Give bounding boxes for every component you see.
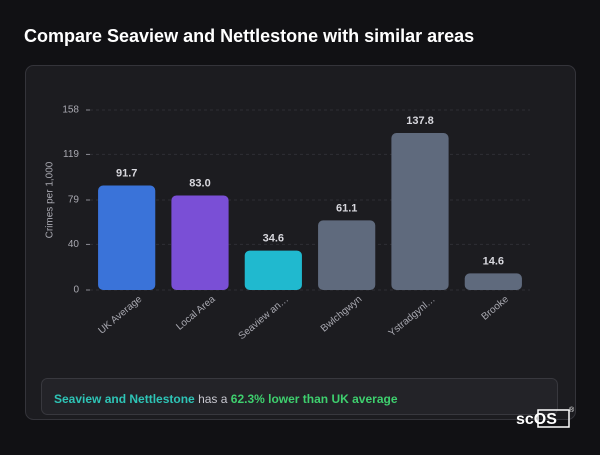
y-tick-label: 0 xyxy=(73,285,79,296)
summary-middle: has a xyxy=(198,392,228,406)
summary-highlight: 62.3% lower than UK average xyxy=(231,392,398,406)
bar xyxy=(98,185,156,290)
summary-place: Seaview and Nettlestone xyxy=(54,392,195,406)
y-tick-label: 40 xyxy=(68,239,80,250)
y-tick-label: 119 xyxy=(63,149,79,160)
value-label: 137.8 xyxy=(406,115,434,127)
y-tick-label: 158 xyxy=(62,105,79,116)
page-title: Compare Seaview and Nettlestone with sim… xyxy=(24,26,474,46)
bar xyxy=(318,220,376,290)
summary-box xyxy=(41,378,558,415)
logo: scOS xyxy=(516,411,557,428)
bar xyxy=(171,195,229,290)
summary-text: Seaview and Nettlestone has a 62.3% lowe… xyxy=(54,392,398,406)
y-axis-label: Crimes per 1,000 xyxy=(45,161,56,238)
bar xyxy=(464,273,522,290)
value-label: 14.6 xyxy=(483,255,504,267)
bar xyxy=(244,250,302,290)
value-label: 91.7 xyxy=(116,167,137,179)
value-label: 61.1 xyxy=(336,202,357,214)
bar xyxy=(391,133,449,290)
logo-box xyxy=(537,409,570,428)
y-tick-label: 79 xyxy=(68,195,80,206)
value-label: 83.0 xyxy=(189,177,210,189)
logo-mark: ® xyxy=(569,406,575,414)
value-label: 34.6 xyxy=(263,232,284,244)
